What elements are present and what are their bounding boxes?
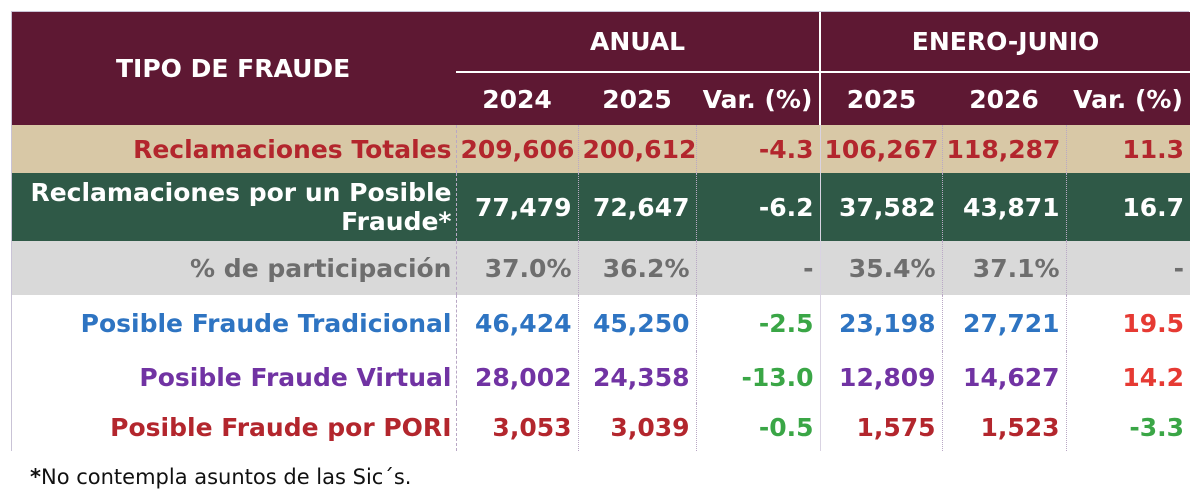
header-col-var-enero-junio: Var. (%) (1066, 72, 1191, 125)
cell-value: 23,198 (820, 295, 943, 351)
cell-value: 45,250 (578, 295, 697, 351)
cell-var: -13.0 (696, 351, 821, 403)
cell-value: 106,267 (820, 125, 943, 173)
row-label: Posible Fraude Tradicional (12, 295, 457, 351)
cell-value: 27,721 (942, 295, 1067, 351)
row-label: % de participación (12, 241, 457, 295)
cell-value: 36.2% (578, 241, 697, 295)
cell-value: 118,287 (942, 125, 1067, 173)
cell-var: -2.5 (696, 295, 821, 351)
table-row-reclamaciones-totales: Reclamaciones Totales 209,606 200,612 -4… (12, 125, 1191, 173)
cell-value: 24,358 (578, 351, 697, 403)
header-col-2025-enero-junio: 2025 (819, 72, 943, 125)
row-label: Reclamaciones por un Posible Fraude* (12, 173, 457, 241)
cell-var: 19.5 (1066, 295, 1191, 351)
header-anual: ANUAL (456, 12, 821, 73)
footnote-text: No contempla asuntos de las Sic´s. (40, 465, 412, 489)
header-col-2024: 2024 (456, 72, 578, 125)
header-col-var-anual: Var. (%) (696, 72, 821, 125)
cell-value: 46,424 (456, 295, 579, 351)
cell-var: -0.5 (696, 403, 821, 451)
fraud-table-container: TIPO DE FRAUDE ANUAL ENERO-JUNIO 2024 20… (11, 11, 1191, 451)
header-enero-junio: ENERO-JUNIO (819, 12, 1191, 73)
cell-value: 12,809 (820, 351, 943, 403)
cell-value: 37.0% (456, 241, 579, 295)
cell-value: 200,612 (578, 125, 697, 173)
table-row-posible-fraude: Reclamaciones por un Posible Fraude* 77,… (12, 173, 1191, 241)
cell-value: 1,523 (942, 403, 1067, 451)
row-label: Posible Fraude Virtual (12, 351, 457, 403)
table-row-participacion: % de participación 37.0% 36.2% - 35.4% 3… (12, 241, 1191, 295)
cell-var: 16.7 (1066, 173, 1191, 241)
header-tipo-de-fraude: TIPO DE FRAUDE (12, 12, 456, 125)
cell-value: 37,582 (820, 173, 943, 241)
cell-var: - (1066, 241, 1191, 295)
header-col-2026-enero-junio: 2026 (942, 72, 1067, 125)
cell-value: 3,053 (456, 403, 579, 451)
cell-value: 1,575 (820, 403, 943, 451)
cell-var: -4.3 (696, 125, 821, 173)
fraud-table: TIPO DE FRAUDE ANUAL ENERO-JUNIO 2024 20… (12, 12, 1191, 451)
cell-var: 11.3 (1066, 125, 1191, 173)
cell-var: -3.3 (1066, 403, 1191, 451)
table-row-fraude-tradicional: Posible Fraude Tradicional 46,424 45,250… (12, 295, 1191, 351)
cell-value: 28,002 (456, 351, 579, 403)
footnote-star: * (30, 465, 41, 489)
cell-value: 72,647 (578, 173, 697, 241)
cell-value: 37.1% (942, 241, 1067, 295)
cell-var: -6.2 (696, 173, 821, 241)
cell-var: - (696, 241, 821, 295)
cell-value: 209,606 (456, 125, 579, 173)
cell-value: 35.4% (820, 241, 943, 295)
cell-value: 77,479 (456, 173, 579, 241)
cell-value: 43,871 (942, 173, 1067, 241)
cell-value: 3,039 (578, 403, 697, 451)
table-row-fraude-virtual: Posible Fraude Virtual 28,002 24,358 -13… (12, 351, 1191, 403)
cell-value: 14,627 (942, 351, 1067, 403)
table-row-fraude-pori: Posible Fraude por PORI 3,053 3,039 -0.5… (12, 403, 1191, 451)
header-col-2025-anual: 2025 (578, 72, 696, 125)
row-label: Reclamaciones Totales (12, 125, 457, 173)
row-label: Posible Fraude por PORI (12, 403, 457, 451)
cell-var: 14.2 (1066, 351, 1191, 403)
footnote: *No contempla asuntos de las Sic´s. (30, 465, 411, 489)
